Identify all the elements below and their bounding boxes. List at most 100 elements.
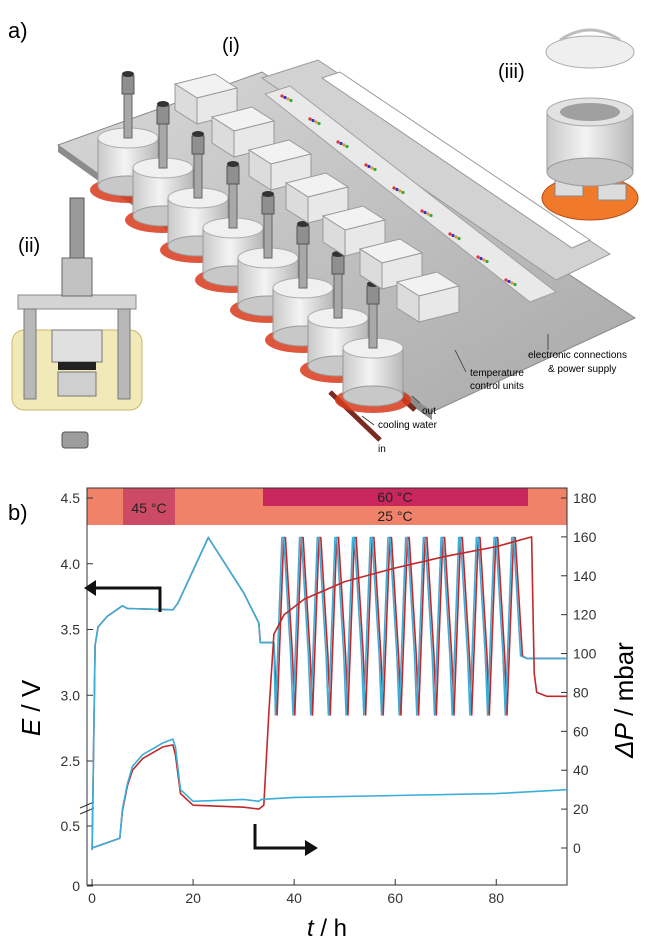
connector-dot bbox=[317, 121, 321, 126]
annot-electronic-1: electronic connections bbox=[528, 350, 627, 361]
band-45c-label: 45 °C bbox=[131, 500, 166, 516]
connector-dot bbox=[373, 167, 377, 172]
panel-a-sub-i: (i) bbox=[222, 35, 240, 57]
connector-dot bbox=[345, 144, 349, 149]
connector-dot bbox=[429, 213, 433, 218]
annot-out: out bbox=[422, 406, 436, 417]
axis-break bbox=[79, 801, 95, 815]
annot-cooling: cooling water bbox=[378, 420, 438, 431]
connector-dot bbox=[367, 164, 371, 169]
y-left-tick-label: 2.5 bbox=[61, 753, 81, 769]
x-axis-label: t / h bbox=[307, 915, 347, 942]
connector-dot bbox=[448, 232, 452, 236]
connector-dot bbox=[426, 212, 430, 216]
rail-slot bbox=[320, 71, 592, 249]
annot-temperature-2: control units bbox=[470, 381, 524, 392]
connector-dot bbox=[311, 118, 315, 123]
connector-dot bbox=[314, 120, 318, 124]
y-axis-right: 0 20 40 60 80 100 120 140 160 180 bbox=[561, 490, 597, 856]
annot-electronic-2: & power supply bbox=[548, 364, 616, 375]
x-axis: 0 20 40 60 80 bbox=[88, 879, 504, 906]
connector-dot bbox=[504, 278, 508, 282]
connector-dot bbox=[513, 282, 517, 287]
panel-a: a) (i) (ii) (iii) temperature control un… bbox=[8, 18, 639, 455]
y-axis-left: 2.5 3.0 3.5 4.0 4.5 0 0.5 bbox=[61, 490, 93, 894]
connector-dot bbox=[308, 117, 312, 121]
panel-b: b) 45 °C 60 °C 25 °C 0 20 40 60 80 2.5 3.0 3.5… bbox=[8, 487, 639, 942]
y-left-tick-label: 4.5 bbox=[61, 490, 81, 506]
x-tick-label: 20 bbox=[185, 890, 201, 906]
x-tick-label: 40 bbox=[286, 890, 302, 906]
y-right-tick-label: 0 bbox=[573, 840, 581, 856]
y-right-tick-label: 60 bbox=[573, 723, 589, 739]
connector-dot bbox=[451, 233, 455, 238]
potential-curve-blue bbox=[91, 536, 567, 851]
annot-cooling-arrow bbox=[361, 415, 375, 426]
left-axis-arrow bbox=[84, 580, 162, 612]
y-right-tick-label: 180 bbox=[573, 490, 597, 506]
connector-dot bbox=[454, 235, 458, 239]
connector-dot bbox=[476, 255, 480, 259]
connector-dot bbox=[370, 166, 374, 170]
x-tick-label: 80 bbox=[488, 890, 504, 906]
y-right-tick-label: 120 bbox=[573, 607, 597, 623]
annot-in: in bbox=[378, 444, 386, 455]
pressure-curve-red bbox=[91, 536, 567, 849]
y-left-tick-label: 0.5 bbox=[61, 818, 81, 834]
connector-dot bbox=[286, 97, 290, 101]
x-tick-label: 60 bbox=[387, 890, 403, 906]
connector-dot bbox=[401, 190, 405, 195]
y-left-tick-label: 3.0 bbox=[61, 687, 81, 703]
band-60c bbox=[263, 488, 528, 506]
connector-dot bbox=[507, 279, 511, 284]
pressure-curve-blue bbox=[91, 738, 568, 849]
y-right-tick-label: 160 bbox=[573, 529, 597, 545]
annot-temperature-leader bbox=[454, 349, 467, 373]
band-45c bbox=[123, 488, 175, 525]
connector-dot bbox=[392, 186, 396, 190]
connector-dot bbox=[364, 163, 368, 167]
connector-dot bbox=[423, 210, 427, 215]
connector-dot bbox=[482, 258, 486, 262]
panel-a-sub-iii: (iii) bbox=[498, 61, 525, 83]
y-right-tick-label: 100 bbox=[573, 646, 597, 662]
y-left-tick-label: 3.5 bbox=[61, 622, 81, 638]
y-left-axis-label: E / V bbox=[16, 679, 46, 736]
connector-dot bbox=[485, 259, 489, 264]
curves bbox=[91, 536, 568, 851]
y-right-tick-label: 40 bbox=[573, 762, 589, 778]
y-right-tick-label: 140 bbox=[573, 568, 597, 584]
plot-frame bbox=[86, 487, 568, 886]
connector-dot bbox=[280, 94, 284, 98]
annot-out-arrow bbox=[411, 395, 421, 404]
panel-b-label: b) bbox=[8, 500, 28, 525]
connector-dot bbox=[420, 209, 424, 213]
annot-temperature-1: temperature bbox=[470, 368, 524, 379]
inset-heater-holder bbox=[541, 28, 639, 221]
right-axis-arrow bbox=[253, 824, 318, 856]
x-tick-label: 0 bbox=[88, 890, 96, 906]
connector-dot bbox=[479, 256, 483, 261]
connector-dot bbox=[283, 95, 287, 100]
band-25c-label: 25 °C bbox=[377, 508, 412, 524]
connector-dot bbox=[395, 187, 399, 192]
y-right-tick-label: 80 bbox=[573, 684, 589, 700]
connector-dots bbox=[280, 94, 517, 287]
rail-plate bbox=[260, 59, 612, 281]
cell-unit bbox=[335, 281, 411, 413]
control-box bbox=[210, 106, 276, 158]
connector-dot bbox=[336, 140, 340, 144]
connector-dot bbox=[457, 236, 461, 241]
band-60c-label: 60 °C bbox=[377, 489, 412, 505]
control-box bbox=[395, 271, 461, 323]
y-left-tick-label: 0 bbox=[72, 878, 80, 894]
cell-array bbox=[90, 71, 411, 413]
control-box-array bbox=[173, 73, 461, 323]
connector-dot bbox=[398, 189, 402, 193]
connector-dot bbox=[289, 98, 293, 103]
y-left-tick-label: 4.0 bbox=[61, 556, 81, 572]
inset-cell-section bbox=[11, 197, 143, 449]
cell-unit bbox=[265, 221, 341, 353]
panel-a-sub-ii: (ii) bbox=[18, 235, 40, 257]
connector-dot bbox=[510, 281, 514, 285]
